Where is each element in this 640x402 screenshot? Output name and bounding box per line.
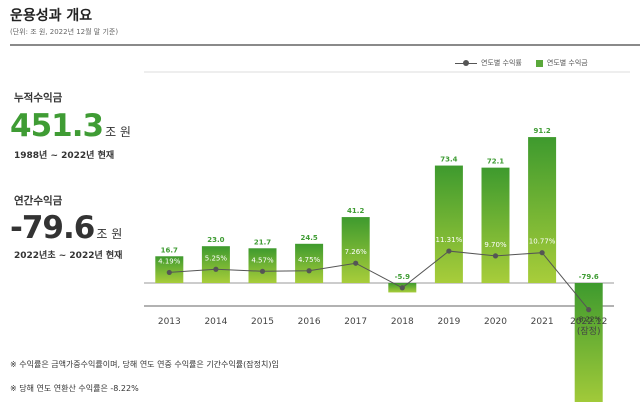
- cumulative-value: 451.3 조 원: [10, 108, 131, 144]
- legend-line-label: 연도별 수익률: [481, 59, 522, 67]
- footnote-1: ※ 수익률은 금액가중수익률이며, 당해 연도 연중 수익률은 기간수익률(잠정…: [10, 360, 279, 369]
- x-tick-label: 2013: [158, 317, 181, 327]
- rate-point-0: [166, 269, 172, 276]
- page-title: 운용성과 개요: [10, 8, 93, 24]
- rate-point-5: [399, 285, 405, 291]
- return-rate-line: [169, 250, 590, 310]
- x-tick-label: 2017: [344, 317, 367, 327]
- x-tick-label: 2020: [484, 317, 507, 327]
- annual-period: 2022년초 ~ 2022년 현재: [14, 251, 123, 261]
- bar-swatch-icon: [535, 59, 543, 67]
- cumulative-unit: 조 원: [105, 125, 131, 139]
- bar-value-label: 72.1: [487, 158, 504, 166]
- bar-value-label: -79.6: [579, 273, 599, 281]
- x-tick-label: (잠정): [577, 326, 601, 337]
- x-tick-label: 2014: [204, 317, 227, 327]
- line-marker-icon: [455, 59, 477, 67]
- rate-value-label: -8.22%: [576, 316, 601, 324]
- annual-unit: 조 원: [96, 227, 123, 241]
- x-tick-label: 2018: [391, 317, 414, 327]
- bar-value-label: 41.2: [347, 207, 364, 215]
- x-tick-label: 2016: [298, 317, 321, 327]
- x-tick-label: 2019: [437, 317, 460, 327]
- annual-value: -79.6 조 원: [10, 210, 122, 246]
- bar-3: [295, 243, 324, 283]
- bar-2: [248, 248, 277, 283]
- annual-label: 연간수익금: [14, 195, 63, 207]
- bar-4: [341, 217, 370, 283]
- rate-point-7: [492, 253, 499, 259]
- chart-legend: 연도별 수익률 연도별 수익금: [455, 58, 602, 68]
- bar-8: [528, 137, 557, 283]
- unit-note: (단위: 조 원, 2022년 12월 말 기준): [10, 28, 119, 36]
- rate-value-label: 7.26%: [345, 248, 368, 256]
- rate-point-4: [353, 260, 359, 266]
- bar-1: [201, 246, 230, 283]
- bar-value-label: 23.0: [207, 236, 224, 244]
- cumulative-label: 누적수익금: [14, 92, 63, 104]
- rate-value-label: 5.25%: [205, 254, 228, 262]
- footnote-2: ※ 당해 연도 연환산 수익률은 -8.22%: [10, 384, 139, 393]
- bar-7: [481, 167, 510, 283]
- legend-item-return-amount: 연도별 수익금: [535, 58, 588, 68]
- bar-9: [574, 283, 603, 402]
- rate-value-label: 11.31%: [436, 236, 463, 244]
- rate-point-2: [259, 268, 266, 274]
- rate-point-9: [586, 307, 592, 313]
- rate-value-label: -0.92%: [390, 294, 415, 302]
- rate-point-6: [446, 248, 452, 254]
- legend-item-return-rate: 연도별 수익률: [455, 58, 522, 68]
- rate-point-1: [213, 266, 219, 272]
- bar-value-label: -5.9: [395, 273, 410, 281]
- bar-value-label: 73.4: [440, 156, 457, 164]
- rate-value-label: 4.19%: [158, 257, 181, 265]
- x-tick-label: 2022.12: [570, 317, 607, 327]
- rate-point-3: [306, 268, 312, 274]
- rate-value-label: 10.77%: [529, 238, 556, 246]
- legend-bar-label: 연도별 수익금: [546, 59, 588, 67]
- bar-6: [434, 165, 463, 283]
- bar-value-label: 24.5: [300, 234, 317, 242]
- x-tick-label: 2021: [531, 317, 554, 327]
- annual-number: -79.6: [10, 210, 95, 246]
- rate-value-label: 9.70%: [484, 241, 507, 249]
- rate-value-label: 4.75%: [298, 256, 321, 264]
- bar-value-label: 91.2: [533, 127, 550, 135]
- rate-value-label: 4.57%: [251, 256, 274, 264]
- rate-point-8: [539, 250, 545, 256]
- top-divider: [10, 44, 640, 46]
- cumulative-period: 1988년 ~ 2022년 현재: [14, 151, 115, 161]
- x-tick-label: 2015: [251, 317, 274, 327]
- cumulative-number: 451.3: [10, 108, 104, 144]
- bar-0: [155, 256, 184, 283]
- bar-value-label: 21.7: [254, 238, 271, 246]
- bar-value-label: 16.7: [161, 246, 178, 254]
